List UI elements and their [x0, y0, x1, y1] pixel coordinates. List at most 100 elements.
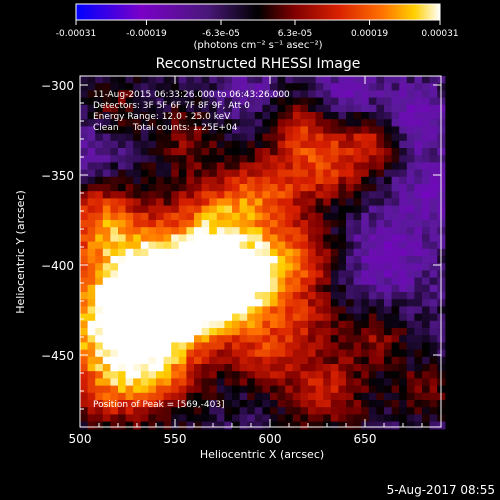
- heatmap-cell: [300, 392, 309, 401]
- heatmap-cell: [156, 140, 165, 149]
- heatmap-cell: [262, 414, 271, 423]
- heatmap-cell: [224, 205, 233, 214]
- heatmap-cell: [315, 126, 324, 135]
- heatmap-cell: [95, 234, 104, 243]
- heatmap-cell: [285, 378, 294, 387]
- heatmap-cell: [95, 176, 104, 185]
- heatmap-cell: [209, 234, 218, 243]
- heatmap-cell: [102, 155, 111, 163]
- heatmap-cell: [125, 169, 134, 178]
- heatmap-cell: [368, 220, 377, 228]
- heatmap-cell: [209, 414, 218, 423]
- heatmap-cell: [125, 155, 134, 163]
- heatmap-cell: [163, 421, 172, 430]
- heatmap-cell: [300, 198, 309, 207]
- heatmap-cell: [376, 349, 385, 358]
- heatmap-cell: [270, 270, 279, 279]
- heatmap-cell: [118, 176, 127, 185]
- heatmap-cell: [376, 176, 385, 185]
- heatmap-cell: [300, 191, 309, 199]
- heatmap-cell: [239, 414, 248, 423]
- heatmap-cell: [80, 148, 89, 156]
- heatmap-cell: [262, 205, 271, 214]
- heatmap-cell: [171, 313, 180, 322]
- heatmap-cell: [110, 205, 119, 214]
- heatmap-cell: [95, 126, 104, 135]
- heatmap-cell: [232, 241, 241, 250]
- heatmap-cell: [285, 356, 294, 365]
- heatmap-cell: [80, 263, 89, 271]
- heatmap-cell: [209, 198, 218, 207]
- heatmap-cell: [118, 90, 127, 99]
- heatmap-cell: [102, 263, 111, 271]
- heatmap-cell: [186, 263, 195, 271]
- heatmap-cell: [156, 306, 165, 315]
- heatmap-cell: [87, 407, 96, 415]
- heatmap-cell: [148, 155, 157, 163]
- heatmap-cell: [95, 292, 104, 300]
- heatmap-cell: [391, 256, 400, 264]
- heatmap-cell: [133, 385, 142, 394]
- heatmap-cell: [270, 234, 279, 243]
- heatmap-cell: [384, 234, 393, 243]
- heatmap-cell: [406, 191, 415, 199]
- heatmap-cell: [330, 400, 339, 408]
- heatmap-cell: [232, 119, 241, 127]
- heatmap-cell: [110, 162, 119, 171]
- heatmap-cell: [308, 292, 317, 300]
- heatmap-cell: [406, 126, 415, 135]
- heatmap-cell: [232, 277, 241, 286]
- heatmap-cell: [186, 248, 195, 257]
- heatmap-cell: [224, 140, 233, 149]
- heatmap-cell: [391, 169, 400, 178]
- heatmap-cell: [216, 328, 225, 336]
- heatmap-cell: [384, 407, 393, 415]
- heatmap-cell: [368, 421, 377, 430]
- heatmap-cell: [414, 378, 423, 387]
- heatmap-cell: [330, 284, 339, 293]
- heatmap-cell: [232, 90, 241, 99]
- heatmap-cell: [368, 335, 377, 343]
- heatmap-cell: [391, 148, 400, 156]
- heatmap-cell: [429, 356, 438, 365]
- heatmap-cell: [368, 328, 377, 336]
- heatmap-cell: [80, 234, 89, 243]
- heatmap-cell: [118, 133, 127, 142]
- heatmap-cell: [361, 378, 370, 387]
- heatmap-cell: [292, 227, 301, 235]
- colorbar-unit-label: (photons cm⁻² s⁻¹ asec⁻²): [193, 40, 322, 51]
- heatmap-cell: [254, 414, 263, 423]
- heatmap-cell: [201, 241, 210, 250]
- heatmap-cell: [308, 335, 317, 343]
- heatmap-cell: [186, 356, 195, 365]
- heatmap-cell: [216, 104, 225, 113]
- heatmap-cell: [216, 421, 225, 430]
- heatmap-cell: [232, 400, 241, 408]
- heatmap-cell: [148, 184, 157, 192]
- heatmap-cell: [406, 349, 415, 358]
- heatmap-cell: [171, 270, 180, 279]
- heatmap-cell: [110, 320, 119, 329]
- heatmap-cell: [315, 205, 324, 214]
- heatmap-cell: [133, 169, 142, 178]
- heatmap-cell: [201, 212, 210, 221]
- heatmap-cell: [232, 392, 241, 401]
- heatmap-cell: [201, 234, 210, 243]
- heatmap-cell: [338, 104, 347, 113]
- heatmap-cell: [186, 97, 195, 106]
- heatmap-cell: [277, 356, 286, 365]
- heatmap-cell: [315, 119, 324, 127]
- heatmap-cell: [140, 256, 149, 264]
- heatmap-cell: [315, 277, 324, 286]
- heatmap-cell: [118, 284, 127, 293]
- heatmap-cell: [178, 248, 187, 257]
- heatmap-cell: [308, 356, 317, 365]
- heatmap-cell: [80, 83, 89, 91]
- heatmap-cell: [330, 140, 339, 149]
- heatmap-cell: [171, 212, 180, 221]
- heatmap-cell: [368, 392, 377, 401]
- heatmap-cell: [194, 313, 203, 322]
- heatmap-cell: [346, 284, 355, 293]
- heatmap-cell: [232, 140, 241, 149]
- heatmap-cell: [292, 241, 301, 250]
